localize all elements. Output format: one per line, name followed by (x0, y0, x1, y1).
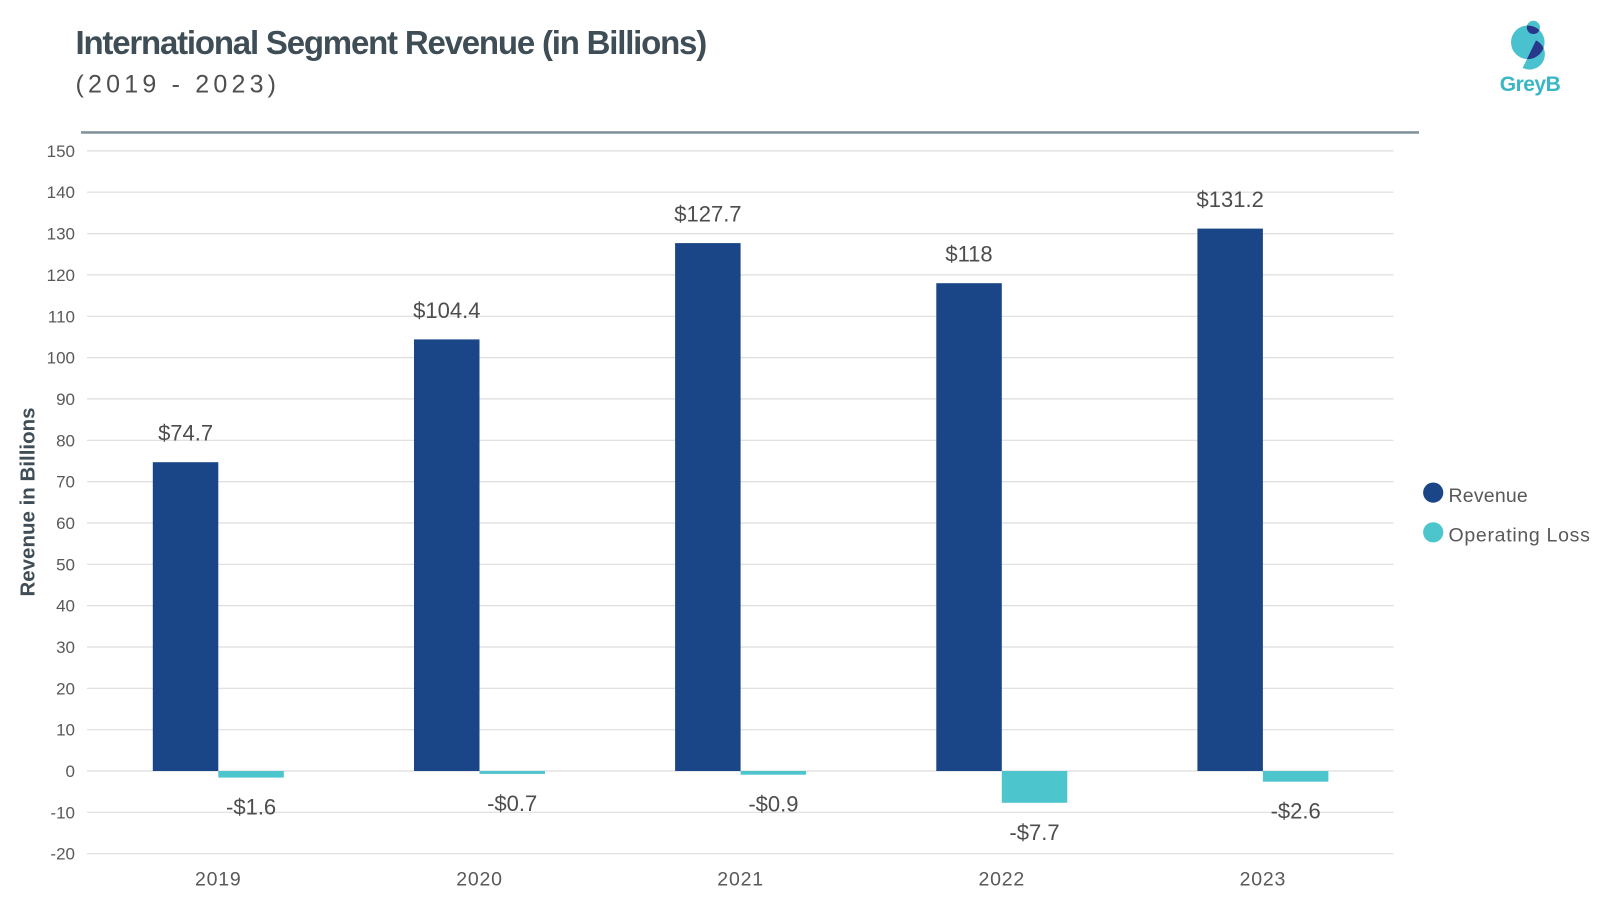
svg-text:90: 90 (56, 390, 75, 409)
svg-text:140: 140 (47, 183, 75, 202)
svg-text:2021: 2021 (717, 869, 764, 891)
svg-text:0: 0 (66, 762, 75, 781)
svg-text:2023: 2023 (1240, 869, 1287, 891)
svg-text:Revenue: Revenue (1449, 485, 1528, 507)
svg-text:$127.7: $127.7 (674, 202, 741, 227)
svg-text:-10: -10 (50, 803, 75, 822)
svg-text:Revenue in Billions: Revenue in Billions (16, 407, 39, 596)
svg-text:-$2.6: -$2.6 (1271, 799, 1321, 824)
svg-text:-$0.9: -$0.9 (748, 792, 798, 817)
svg-text:20: 20 (56, 679, 75, 698)
svg-text:$74.7: $74.7 (158, 421, 213, 446)
svg-text:International Segment Revenue: International Segment Revenue (in Billio… (76, 24, 707, 61)
svg-text:150: 150 (47, 142, 75, 161)
svg-text:2019: 2019 (195, 869, 242, 891)
svg-text:100: 100 (47, 349, 75, 368)
svg-text:2022: 2022 (979, 869, 1026, 891)
svg-text:130: 130 (47, 225, 75, 244)
svg-text:(2019 - 2023): (2019 - 2023) (76, 71, 281, 99)
svg-text:60: 60 (56, 514, 75, 533)
svg-text:-$7.7: -$7.7 (1009, 820, 1059, 845)
svg-text:GreyB: GreyB (1500, 73, 1561, 96)
svg-text:70: 70 (56, 473, 75, 492)
svg-text:Operating Loss: Operating Loss (1449, 525, 1591, 547)
svg-text:$104.4: $104.4 (413, 298, 480, 323)
svg-text:-$0.7: -$0.7 (487, 791, 537, 816)
svg-text:80: 80 (56, 431, 75, 450)
svg-text:50: 50 (56, 555, 75, 574)
svg-text:30: 30 (56, 638, 75, 657)
svg-text:2020: 2020 (456, 869, 503, 891)
svg-text:$118: $118 (945, 242, 992, 267)
svg-text:40: 40 (56, 597, 75, 616)
svg-text:10: 10 (56, 721, 75, 740)
svg-text:-20: -20 (50, 845, 75, 864)
svg-text:120: 120 (47, 266, 75, 285)
svg-text:110: 110 (48, 307, 75, 326)
svg-text:-$1.6: -$1.6 (226, 795, 276, 820)
svg-text:$131.2: $131.2 (1197, 187, 1264, 212)
